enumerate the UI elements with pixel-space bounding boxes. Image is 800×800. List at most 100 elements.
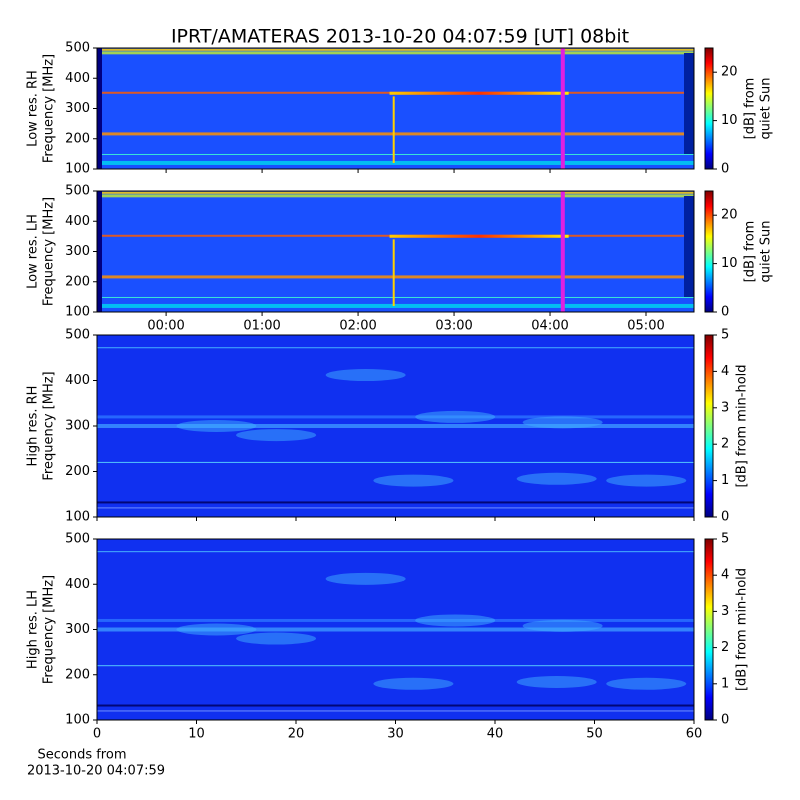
- spectrum-feature: [97, 51, 694, 55]
- y-tick-label: 200: [65, 131, 90, 146]
- colorbar-tick-label: 1: [721, 473, 729, 488]
- burst-patch: [325, 369, 406, 382]
- colorbar-tick-label: 5: [721, 328, 729, 343]
- y-tick-label: 200: [65, 464, 90, 479]
- y-tick-label: 400: [65, 577, 90, 592]
- colorbar: [704, 47, 714, 170]
- x-tick-label: 05:00: [627, 319, 664, 334]
- spectrum-feature: [97, 618, 694, 622]
- burst-patch: [373, 677, 454, 690]
- y-tick-label: 500: [65, 532, 90, 547]
- y-axis-label: Low res. LH: [26, 214, 41, 289]
- edge-band: [684, 53, 694, 154]
- spectrum-feature: [389, 91, 569, 95]
- colorbar-tick-label: 0: [721, 305, 729, 320]
- colorbar-label: quiet Sun: [759, 220, 774, 282]
- x-tick-label: 00:00: [147, 319, 184, 334]
- burst-patch: [373, 474, 454, 487]
- y-tick-label: 400: [65, 214, 90, 229]
- colorbar-tick-label: 20: [721, 208, 738, 223]
- y-tick-label: 100: [65, 510, 90, 525]
- x-tick-label: 40: [487, 727, 504, 742]
- y-tick-label: 500: [65, 328, 90, 343]
- spectrum-feature: [97, 296, 694, 298]
- y-axis-label: Frequency [MHz]: [42, 371, 57, 480]
- colorbar: [704, 190, 714, 313]
- x-tick-label: 04:00: [531, 319, 568, 334]
- colorbar-tick-label: 0: [721, 713, 729, 728]
- spectrum-feature: [97, 627, 694, 632]
- y-axis-label: Frequency [MHz]: [42, 575, 57, 684]
- colorbar-tick-label: 4: [721, 568, 729, 583]
- edge-band: [97, 48, 102, 169]
- colorbar-tick-label: 5: [721, 532, 729, 547]
- colorbar-tick-label: 2: [721, 437, 729, 452]
- colorbar: [704, 334, 714, 518]
- spectrogram-background: [97, 48, 694, 169]
- y-tick-label: 100: [65, 305, 90, 320]
- spectrum-feature: [97, 424, 694, 428]
- colorbar-tick-label: 3: [721, 604, 729, 619]
- colorbar-tick-label: 10: [721, 256, 738, 271]
- spectrum-feature: [97, 132, 694, 136]
- burst-patch: [415, 614, 496, 627]
- x-tick-label: 50: [586, 727, 603, 742]
- y-tick-label: 300: [65, 244, 90, 259]
- colorbar-tick-label: 4: [721, 364, 729, 379]
- colorbar-label: [dB] from: [743, 221, 758, 283]
- x-tick-label: 30: [387, 727, 404, 742]
- x-tick-label: 20: [288, 727, 305, 742]
- x-tick-label: 60: [686, 727, 703, 742]
- colorbar-label: quiet Sun: [759, 77, 774, 139]
- burst-patch: [325, 572, 406, 585]
- y-tick-label: 300: [65, 419, 90, 434]
- spectrum-feature: [97, 153, 694, 155]
- x-tick-label: 03:00: [435, 319, 472, 334]
- y-tick-label: 100: [65, 713, 90, 728]
- y-tick-label: 500: [65, 41, 90, 56]
- time-cursor: [560, 48, 565, 169]
- burst-patch: [606, 677, 687, 690]
- burst-patch: [415, 410, 496, 423]
- spectrum-feature: [97, 507, 694, 509]
- x-tick-label: 01:00: [243, 319, 280, 334]
- y-tick-label: 200: [65, 667, 90, 682]
- spectrum-feature: [97, 194, 694, 198]
- colorbar-tick-label: 10: [721, 113, 738, 128]
- x-axis-label: 2013-10-20 04:07:59: [27, 764, 165, 779]
- y-axis-label: High res. RH: [26, 386, 41, 467]
- x-axis-label: Seconds from: [37, 748, 126, 763]
- y-tick-label: 400: [65, 71, 90, 86]
- x-tick-label: 02:00: [339, 319, 376, 334]
- colorbar-label: [dB] from min-hold: [735, 568, 750, 691]
- spectrum-feature: [97, 704, 694, 707]
- spectrum-feature: [97, 710, 694, 712]
- x-tick-label: 0: [93, 727, 101, 742]
- spectrogram-background: [97, 191, 694, 312]
- colorbar-tick-label: 1: [721, 676, 729, 691]
- colorbar: [704, 538, 714, 721]
- colorbar-label: [dB] from: [743, 78, 758, 140]
- spectrum-feature: [97, 501, 694, 504]
- spectrum-feature: [97, 347, 694, 349]
- spectrum-feature: [97, 275, 694, 279]
- edge-band: [97, 191, 102, 312]
- y-axis-label: Frequency [MHz]: [42, 197, 57, 306]
- spectrum-feature: [389, 234, 569, 238]
- spectrum-feature: [97, 415, 694, 419]
- colorbar-tick-label: 2: [721, 640, 729, 655]
- spectrum-feature: [97, 461, 694, 463]
- burst-patch: [516, 675, 597, 688]
- colorbar-tick-label: 20: [721, 65, 738, 80]
- y-tick-label: 200: [65, 274, 90, 289]
- burst-patch: [236, 429, 317, 442]
- spectrum-feature: [97, 48, 694, 51]
- burst-patch: [522, 619, 603, 632]
- burst-patch: [606, 474, 687, 487]
- chart-title: IPRT/AMATERAS 2013-10-20 04:07:59 [UT] 0…: [171, 26, 629, 48]
- colorbar-tick-label: 0: [721, 162, 729, 177]
- y-axis-label: Frequency [MHz]: [42, 54, 57, 163]
- spectrum-feature: [97, 303, 694, 308]
- y-tick-label: 100: [65, 162, 90, 177]
